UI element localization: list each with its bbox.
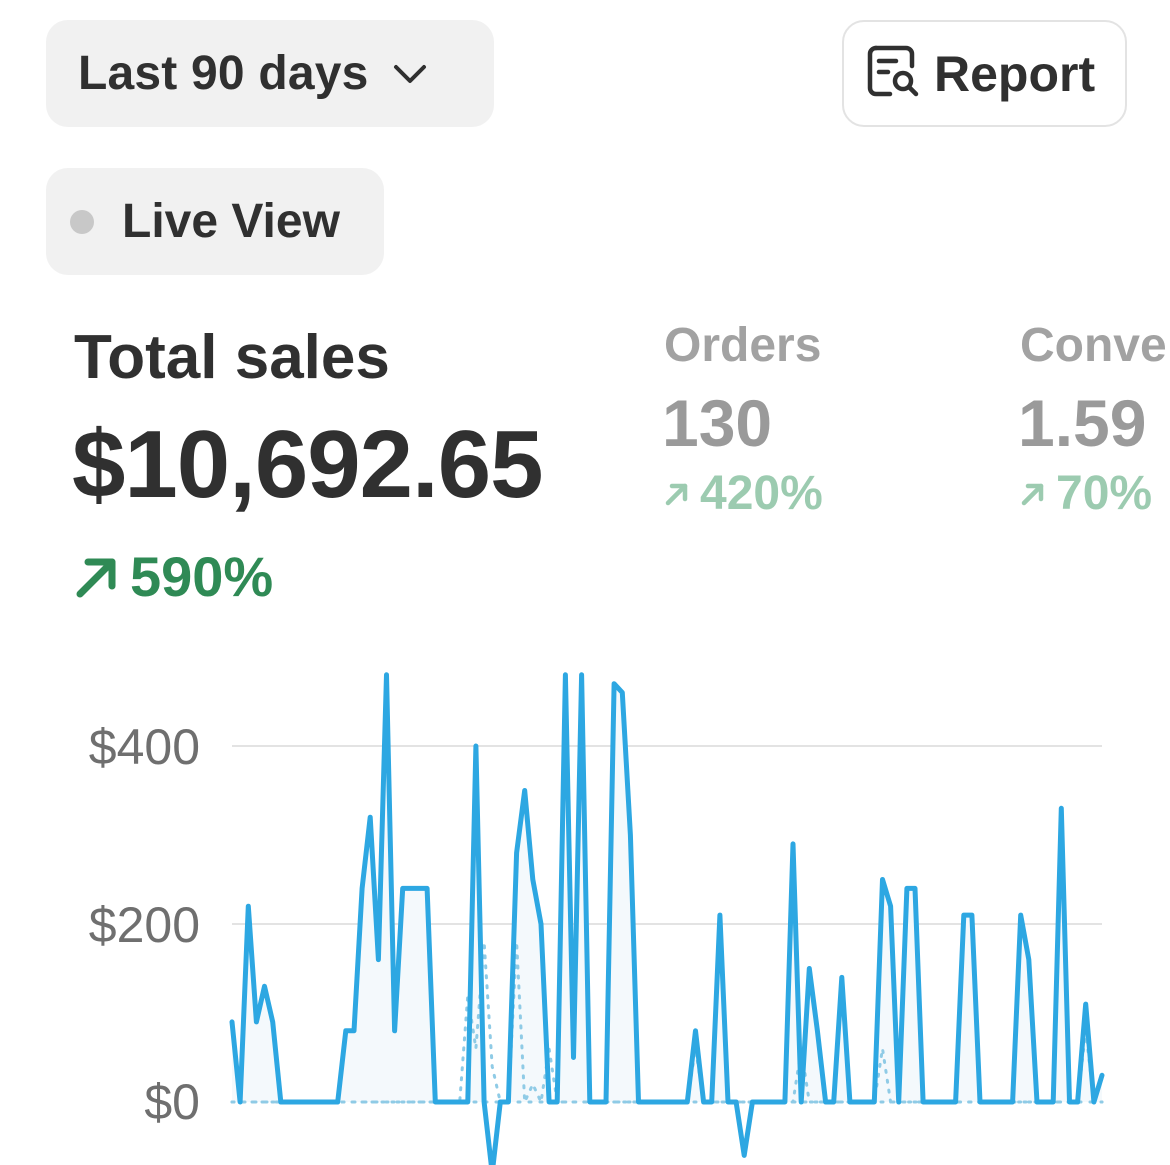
date-range-dropdown[interactable]: Last 90 days <box>46 20 494 127</box>
live-view-label: Live View <box>122 195 340 248</box>
orders-change: 420% <box>664 466 823 521</box>
series-area <box>232 674 1102 1102</box>
y-tick-label: $200 <box>88 897 200 953</box>
total-sales-change: 590% <box>74 544 273 609</box>
date-range-label: Last 90 days <box>78 47 369 100</box>
sales-series-line <box>229 672 1105 1165</box>
total-sales-change-value: 590% <box>130 545 274 608</box>
total-sales-title: Total sales <box>74 323 390 392</box>
orders-value: 130 <box>662 386 773 460</box>
report-label: Report <box>934 45 1096 102</box>
orders-change-value: 420% <box>700 467 823 520</box>
live-status-dot <box>70 209 94 234</box>
live-view-button[interactable]: Live View <box>46 168 384 275</box>
arrow-up-right-icon <box>76 558 116 597</box>
conversion-change-value: 70% <box>1056 467 1153 520</box>
sales-chart <box>229 672 1105 1165</box>
chevron-down-icon <box>393 63 427 90</box>
total-sales-value: $10,692.65 <box>72 411 543 518</box>
conversion-value: 1.59 <box>1018 386 1147 460</box>
report-search-icon <box>866 44 920 103</box>
y-tick-label: $0 <box>144 1074 200 1130</box>
y-tick-label: $400 <box>88 719 200 775</box>
arrow-up-right-icon <box>665 483 688 505</box>
report-button[interactable]: Report <box>842 20 1127 127</box>
orders-title: Orders <box>664 319 822 372</box>
conversion-title: Conve <box>1020 319 1167 372</box>
conversion-change: 70% <box>1020 466 1152 521</box>
arrow-up-right-icon <box>1021 483 1044 505</box>
